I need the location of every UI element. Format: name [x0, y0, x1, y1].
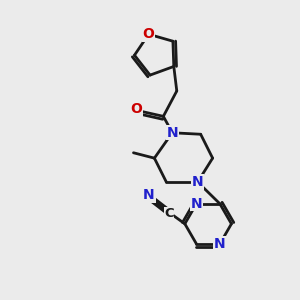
Text: O: O	[130, 103, 142, 116]
Text: O: O	[143, 27, 154, 41]
Text: N: N	[191, 197, 202, 211]
Text: N: N	[192, 175, 203, 189]
Text: C: C	[164, 207, 174, 220]
Text: N: N	[167, 126, 178, 140]
Text: N: N	[143, 188, 155, 203]
Text: N: N	[214, 237, 226, 251]
